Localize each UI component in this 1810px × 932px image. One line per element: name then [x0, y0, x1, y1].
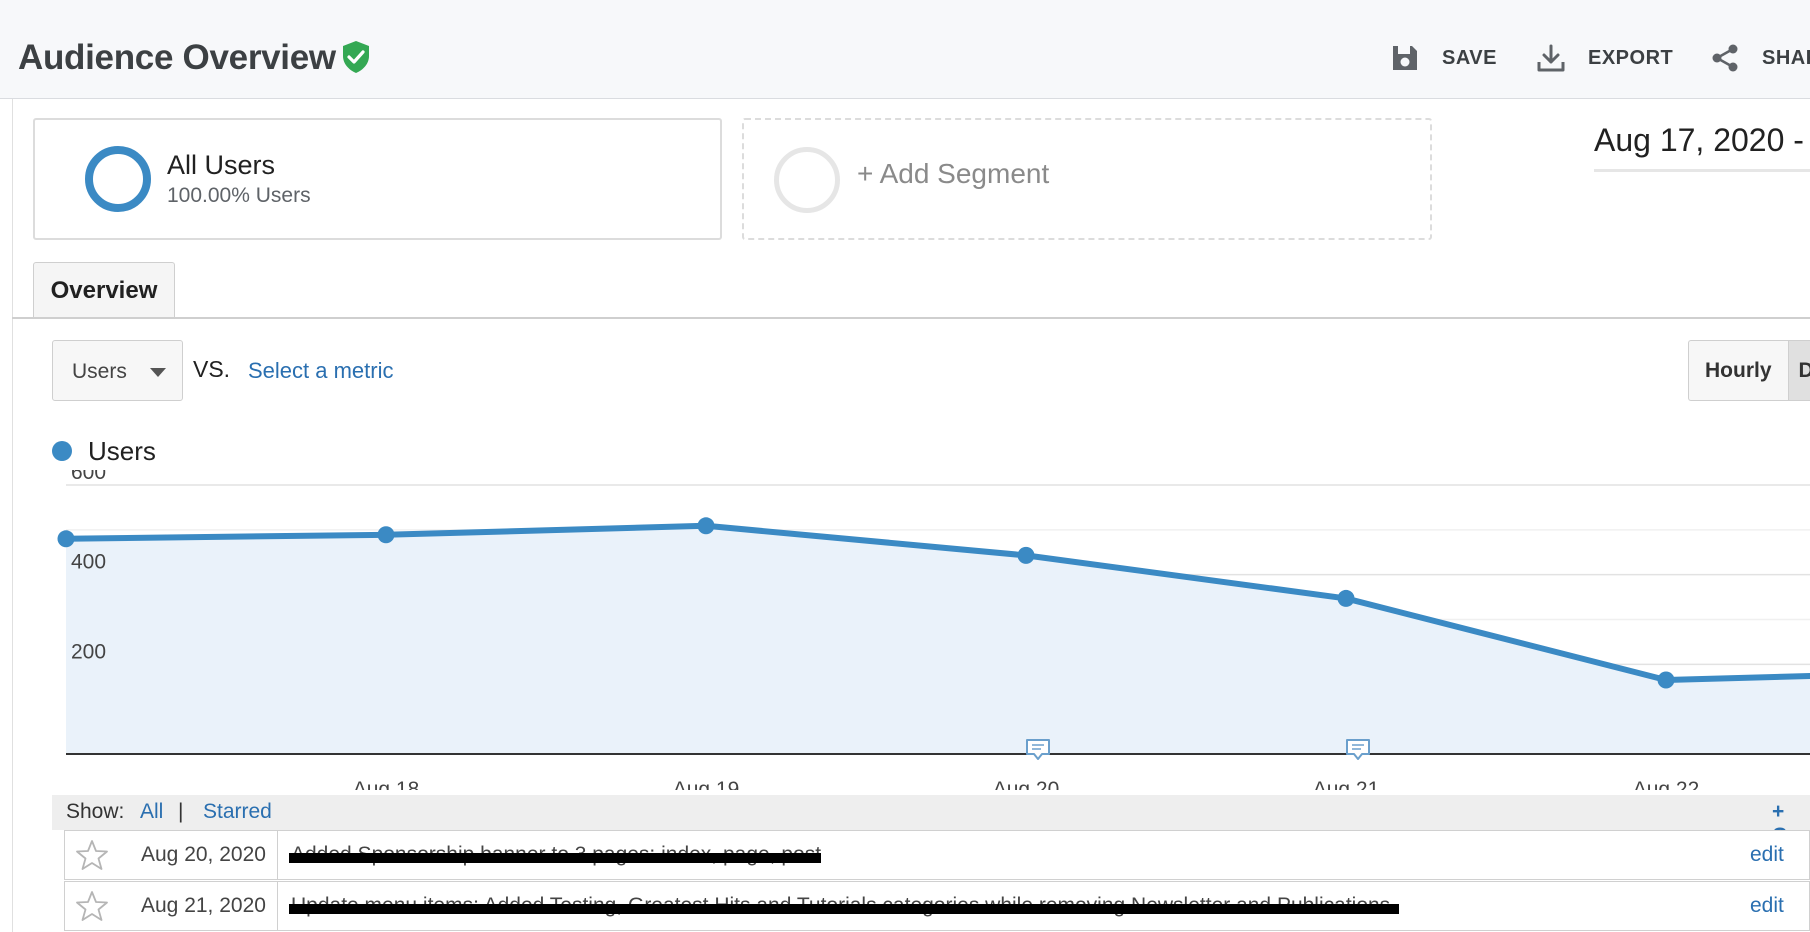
y-tick-label: 400 [71, 551, 106, 574]
segment-name: All Users [167, 150, 276, 180]
share-button[interactable]: SHAR [1710, 40, 1810, 76]
data-point-aug-20[interactable] [1017, 546, 1035, 564]
x-tick-label: Aug 19 [673, 778, 740, 790]
data-point-aug-18[interactable] [377, 526, 395, 544]
metric-dropdown-value: Users [72, 360, 127, 383]
annotations-filter-starred[interactable]: Starred [203, 800, 272, 823]
share-icon [1712, 44, 1738, 72]
annotation-markers [1026, 739, 1370, 760]
annotation-star-cell [65, 882, 278, 930]
annotation-row: Aug 20, 2020 Added Sponsorship banner to… [64, 830, 1810, 880]
users-line-chart: 200 400 600 ... Aug 18 Aug 19 Aug 20 Aug 21 Aug… [57, 470, 1810, 790]
add-segment-button[interactable]: + Add Segment [742, 118, 1432, 240]
share-label: SHAR [1762, 46, 1810, 69]
redaction-bar [289, 853, 821, 863]
segment-ring-icon [85, 146, 151, 212]
granularity-hourly-button[interactable]: Hourly [1705, 359, 1772, 382]
export-label: EXPORT [1588, 46, 1674, 69]
annotation-edit-link[interactable]: edit [1750, 843, 1784, 866]
legend-swatch [52, 441, 72, 461]
annotation-date: Aug 20, 2020 [141, 843, 266, 866]
verified-shield-icon [343, 41, 369, 73]
y-tick-label: 200 [71, 640, 106, 663]
save-button[interactable]: SAVE [1390, 40, 1497, 76]
page-header: Audience Overview SAVE EXPORT SHAR [0, 0, 1810, 99]
star-icon[interactable] [75, 839, 109, 871]
annotation-star-cell [65, 831, 278, 879]
y-tick-label: 600 [71, 470, 106, 484]
x-tick-label: ... [57, 778, 75, 790]
annotation-marker-icon[interactable] [1026, 739, 1050, 760]
annotations-show-label: Show: [66, 800, 125, 823]
x-tick-label: Aug 21 [1313, 778, 1380, 790]
star-icon[interactable] [75, 890, 109, 922]
data-point-aug-17[interactable] [57, 530, 75, 548]
annotation-row: Aug 21, 2020 Update menu items: Added Te… [64, 881, 1810, 931]
x-axis-labels: ... Aug 18 Aug 19 Aug 20 Aug 21 Aug 22 [57, 778, 1699, 790]
date-range-picker[interactable]: Aug 17, 2020 - [1594, 122, 1810, 172]
export-button[interactable]: EXPORT [1536, 40, 1673, 76]
granularity-day-button[interactable]: D [1787, 341, 1810, 400]
empty-segment-ring-icon [774, 147, 840, 213]
x-tick-label: Aug 20 [993, 778, 1060, 790]
chart-area-fill [66, 525, 1810, 754]
x-tick-label: Aug 22 [1633, 778, 1700, 790]
tab-divider [12, 317, 1810, 319]
metric-dropdown[interactable]: Users [52, 340, 183, 401]
annotation-date: Aug 21, 2020 [141, 894, 266, 917]
page-title: Audience Overview [18, 38, 336, 77]
annotation-edit-link[interactable]: edit [1750, 894, 1784, 917]
data-point-aug-21[interactable] [1337, 589, 1355, 607]
legend-label: Users [88, 436, 156, 466]
download-icon [1537, 44, 1565, 72]
annotations-filter-all[interactable]: All [140, 800, 164, 823]
annotation-marker-icon[interactable] [1346, 739, 1370, 760]
select-metric-link[interactable]: Select a metric [248, 358, 394, 383]
y-axis-labels: 200 400 600 [71, 470, 106, 663]
save-icon [1393, 46, 1417, 70]
data-point-aug-22[interactable] [1657, 671, 1675, 689]
save-label: SAVE [1442, 46, 1497, 69]
caret-down-icon [150, 368, 166, 377]
granularity-toggle: Hourly D [1688, 340, 1810, 401]
users-series-points [57, 517, 1675, 689]
vs-label: VS. [193, 356, 231, 382]
redaction-bar [289, 904, 1399, 914]
x-tick-label: Aug 18 [353, 778, 420, 790]
add-segment-label: + Add Segment [857, 158, 1050, 189]
segment-all-users[interactable]: All Users 100.00% Users [33, 118, 722, 240]
annotations-toolbar: Show: All | Starred + Cr [52, 795, 1810, 847]
segment-percentage: 100.00% Users [167, 184, 311, 207]
annotations-filter-separator: | [178, 800, 184, 823]
data-point-aug-19[interactable] [697, 517, 715, 535]
tab-overview[interactable]: Overview [33, 262, 175, 318]
